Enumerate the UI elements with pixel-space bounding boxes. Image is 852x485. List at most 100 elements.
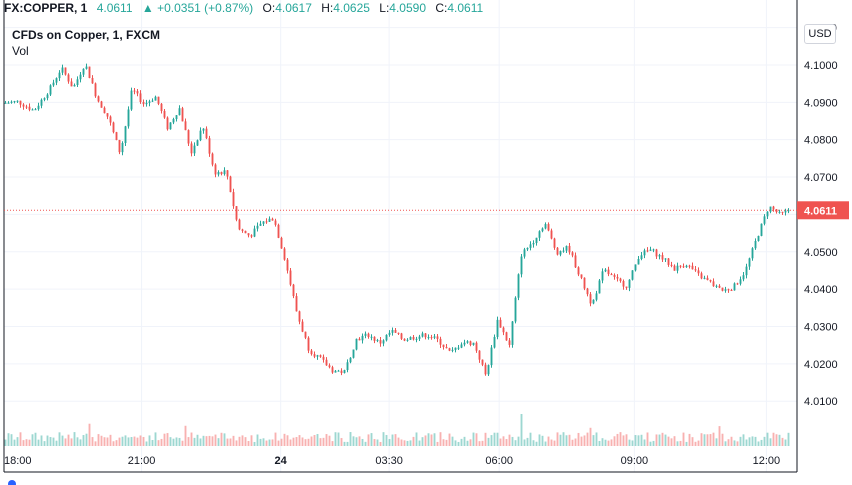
candle-body: [46, 94, 49, 99]
volume-bar: [235, 440, 238, 446]
candle-body: [178, 108, 181, 116]
candle-body: [166, 117, 169, 130]
volume-bar: [289, 439, 292, 446]
volume-bar: [31, 434, 34, 446]
candle-body: [463, 342, 466, 345]
x-tick-label: 18:00: [4, 455, 32, 467]
symbol-name[interactable]: FX:COPPER, 1: [4, 1, 88, 15]
candle-body: [412, 336, 415, 340]
candle-body: [34, 109, 37, 111]
volume-bar: [751, 436, 754, 446]
candle-body: [553, 238, 556, 248]
volume-bar: [766, 432, 769, 446]
volume-bar: [649, 441, 652, 446]
candle-body: [88, 66, 91, 78]
volume-bar: [697, 440, 700, 446]
currency-button[interactable]: USD: [804, 24, 836, 44]
volume-bar: [379, 441, 382, 446]
volume-bar: [619, 432, 622, 446]
volume-bar: [85, 433, 88, 446]
volume-bar: [703, 434, 706, 446]
candle-body: [472, 342, 475, 345]
candle-body: [445, 347, 448, 349]
candle-body: [442, 344, 445, 348]
volume-bar: [529, 432, 532, 446]
volume-bar: [562, 432, 565, 446]
volume-bar: [67, 434, 70, 446]
volume-bar: [571, 439, 574, 446]
candle-body: [43, 98, 46, 100]
volume-bar: [469, 439, 472, 446]
volume-bar: [433, 433, 436, 446]
volume-bar: [499, 438, 502, 446]
candle-body: [175, 115, 178, 120]
volume-bar: [583, 435, 586, 446]
candle-body: [700, 273, 703, 279]
x-tick-label: 21:00: [128, 455, 156, 467]
volume-bar: [349, 432, 352, 446]
volume-bar: [106, 437, 109, 446]
candle-body: [481, 359, 484, 365]
volume-bar: [709, 434, 712, 446]
candle-body: [316, 355, 319, 357]
candle-body: [730, 290, 733, 292]
volume-bar: [49, 437, 52, 446]
candle-body: [85, 66, 88, 69]
volume-bar: [664, 434, 667, 446]
volume-bar: [517, 436, 520, 446]
candle-body: [226, 170, 229, 177]
open-label: O:: [262, 1, 276, 15]
candle-body: [490, 347, 493, 366]
volume-bar: [331, 441, 334, 446]
volume-bar: [160, 438, 163, 446]
candle-body: [448, 348, 451, 351]
candle-body: [67, 74, 70, 82]
volume-bar: [640, 434, 643, 446]
candle-body: [478, 350, 481, 360]
y-tick-label: 4.0100: [804, 396, 838, 408]
volume-bar: [676, 441, 679, 446]
candle-body: [283, 248, 286, 260]
candle-body: [208, 138, 211, 154]
candle-body: [517, 274, 520, 298]
candle-body: [187, 130, 190, 144]
volume-bar: [760, 439, 763, 446]
candle-body: [325, 359, 328, 366]
candle-body: [256, 225, 259, 229]
candle-body: [190, 143, 193, 154]
volume-bar: [784, 439, 787, 446]
volume-bar: [97, 434, 100, 446]
volume-bar: [586, 432, 589, 446]
candle-body: [721, 287, 724, 291]
volume-bar: [460, 438, 463, 446]
candle-body: [352, 349, 355, 358]
volume-bar: [118, 437, 121, 446]
volume-bar: [133, 436, 136, 446]
candle-body: [616, 276, 619, 279]
volume-bar: [172, 438, 175, 446]
volume-bar: [259, 438, 262, 446]
volume-indicator-label[interactable]: Vol: [12, 44, 29, 58]
volume-bar: [229, 438, 232, 446]
candle-body: [430, 337, 433, 339]
chart-title[interactable]: CFDs on Copper, 1, FXCM: [12, 28, 161, 42]
volume-bar: [706, 434, 709, 446]
candle-body: [181, 108, 184, 122]
volume-bar: [109, 434, 112, 446]
candle-body: [151, 100, 154, 102]
volume-bar: [655, 434, 658, 446]
volume-bar: [733, 440, 736, 446]
volume-bar: [682, 432, 685, 446]
volume-bar: [436, 441, 439, 446]
volume-bar: [28, 439, 31, 446]
candle-body: [661, 255, 664, 260]
candle-body: [523, 249, 526, 257]
volume-bar: [478, 441, 481, 446]
volume-bar: [565, 435, 568, 446]
candle-body: [691, 265, 694, 270]
candle-body: [724, 289, 727, 291]
volume-bar: [514, 440, 517, 446]
volume-bar: [208, 435, 211, 446]
volume-bar: [130, 437, 133, 446]
y-tick-label: 4.0300: [804, 321, 838, 333]
